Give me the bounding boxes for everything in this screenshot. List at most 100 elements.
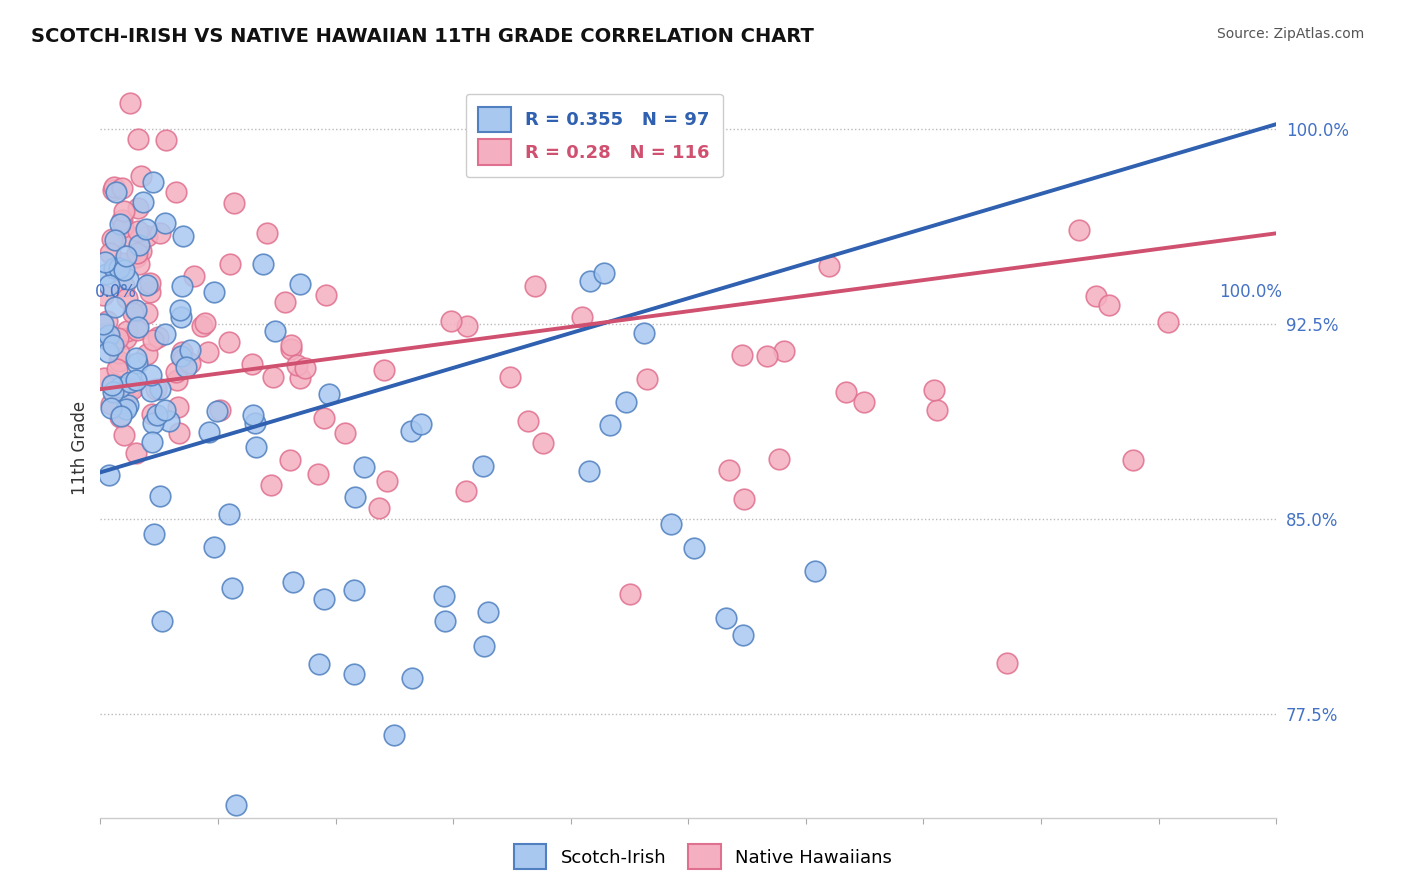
Point [170,310,193,324]
Point [281,574,304,589]
Point [153,216,176,230]
Point [835,385,858,400]
Point [127,132,149,146]
Point [434,614,457,628]
Point [112,428,135,442]
Point [129,169,152,183]
Point [517,414,540,428]
Point [619,587,641,601]
Point [208,402,231,417]
Point [1098,298,1121,312]
Point [142,417,165,431]
Point [125,356,148,370]
Point [170,278,193,293]
Point [218,257,240,271]
Point [382,728,405,742]
Point [139,384,162,399]
Point [768,452,790,467]
Legend: Scotch-Irish, Native Hawaiians: Scotch-Irish, Native Hawaiians [505,835,901,879]
Point [353,459,375,474]
Point [636,372,658,386]
Point [112,278,135,293]
Point [115,392,138,407]
Point [91,287,114,301]
Point [125,373,148,387]
Point [375,474,398,488]
Point [115,401,138,416]
Point [118,381,141,395]
Point [96,314,118,328]
Point [104,233,127,247]
Point [314,592,336,607]
Point [96,267,118,281]
Point [731,348,754,362]
Point [108,217,131,231]
Point [93,254,115,268]
Point [101,232,124,246]
Point [139,276,162,290]
Point [599,417,621,432]
Point [683,541,706,556]
Point [218,508,240,522]
Point [245,440,267,454]
Point [136,277,159,292]
Point [166,365,188,379]
Point [132,194,155,209]
Point [112,262,135,277]
Point [756,350,779,364]
Point [454,483,477,498]
Point [174,360,197,375]
Point [108,354,131,368]
Point [97,330,120,344]
Point [125,323,148,337]
Point [718,462,741,476]
Point [927,403,949,417]
Point [614,395,637,409]
Point [157,414,180,428]
Point [1069,223,1091,237]
Point [922,383,945,397]
Point [853,394,876,409]
Point [1122,453,1144,467]
Point [117,272,139,286]
Point [278,452,301,467]
Point [318,387,340,401]
Point [804,564,827,578]
Point [110,409,132,423]
Point [294,360,316,375]
Text: SCOTCH-IRISH VS NATIVE HAWAIIAN 11TH GRADE CORRELATION CHART: SCOTCH-IRISH VS NATIVE HAWAIIAN 11TH GRA… [31,27,814,45]
Point [96,326,118,340]
Point [104,300,127,314]
Point [243,416,266,430]
Point [499,370,522,384]
Point [172,345,194,359]
Point [135,228,157,243]
Point [124,446,146,460]
Point [125,351,148,365]
Point [733,492,755,507]
Point [207,403,229,417]
Point [661,517,683,532]
Point [121,382,143,396]
Text: 100.0%: 100.0% [1219,283,1282,301]
Point [285,358,308,372]
Point [103,384,125,399]
Point [111,213,134,227]
Point [122,306,145,320]
Point [170,349,193,363]
Point [401,425,423,439]
Point [125,303,148,318]
Point [315,288,337,302]
Point [218,335,240,350]
Point [456,319,478,334]
Point [101,376,124,390]
Point [149,226,172,240]
Point [115,291,138,305]
Point [108,410,131,425]
Point [112,220,135,235]
Point [995,657,1018,671]
Point [141,407,163,421]
Point [179,343,201,358]
Point [111,256,134,270]
Point [100,401,122,415]
